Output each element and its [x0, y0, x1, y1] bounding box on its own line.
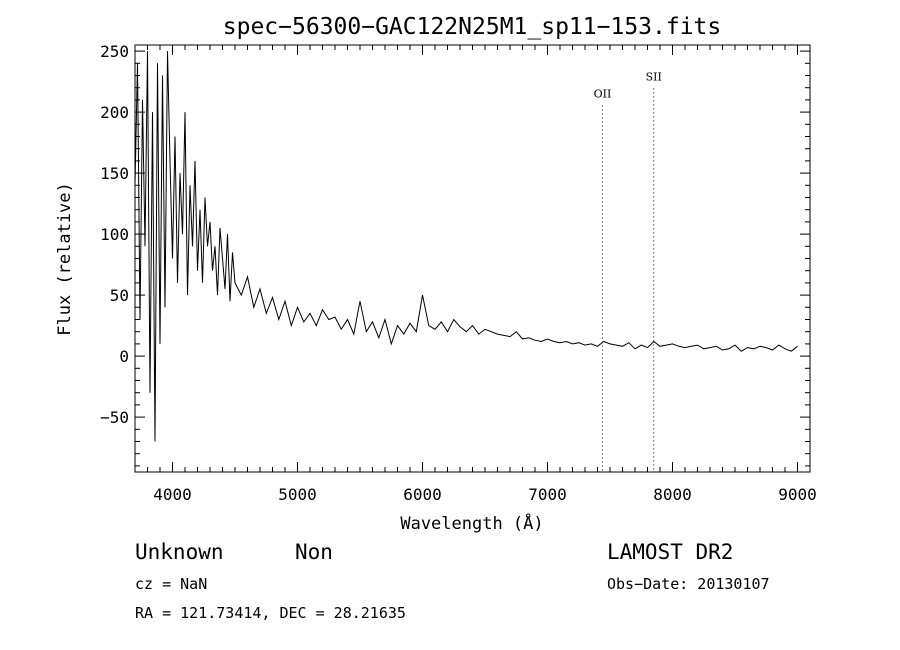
y-tick-label: 150 — [100, 164, 129, 183]
obs-date: Obs−Date: 20130107 — [607, 575, 770, 593]
y-tick-label: 0 — [119, 347, 129, 366]
x-axis-label: Wavelength (Å) — [400, 512, 543, 534]
x-tick-label: 7000 — [528, 485, 567, 504]
subclass-label: Non — [295, 540, 333, 564]
emission-line-markers: OII SII — [594, 70, 662, 472]
x-tick-label: 8000 — [653, 485, 692, 504]
y-tick-label: 250 — [100, 42, 129, 61]
emission-line-label: OII — [594, 87, 612, 100]
x-axis: 4000 5000 6000 7000 8000 9000 — [134, 45, 817, 504]
survey-label: LAMOST DR2 — [607, 540, 734, 564]
class-label: Unknown — [135, 540, 224, 564]
x-tick-label: 9000 — [778, 485, 817, 504]
y-tick-label: 50 — [110, 286, 129, 305]
y-axis: −50 0 50 100 150 200 250 — [100, 42, 810, 467]
spectrum-line — [134, 51, 798, 442]
y-tick-label: 200 — [100, 103, 129, 122]
emission-line-label: SII — [646, 70, 662, 83]
x-tick-label: 4000 — [153, 485, 192, 504]
x-tick-label: 6000 — [403, 485, 442, 504]
y-tick-label: −50 — [100, 408, 129, 427]
y-tick-label: 100 — [100, 225, 129, 244]
plot-border — [134, 44, 811, 473]
y-axis-label: Flux (relative) — [55, 182, 75, 336]
axes-frame — [134, 44, 811, 473]
cz-value: cz = NaN — [135, 575, 208, 593]
chart-title: spec−56300−GAC122N25M1_sp11−153.fits — [223, 14, 722, 40]
x-tick-label: 5000 — [278, 485, 317, 504]
coordinates: RA = 121.73414, DEC = 28.21635 — [135, 604, 406, 622]
